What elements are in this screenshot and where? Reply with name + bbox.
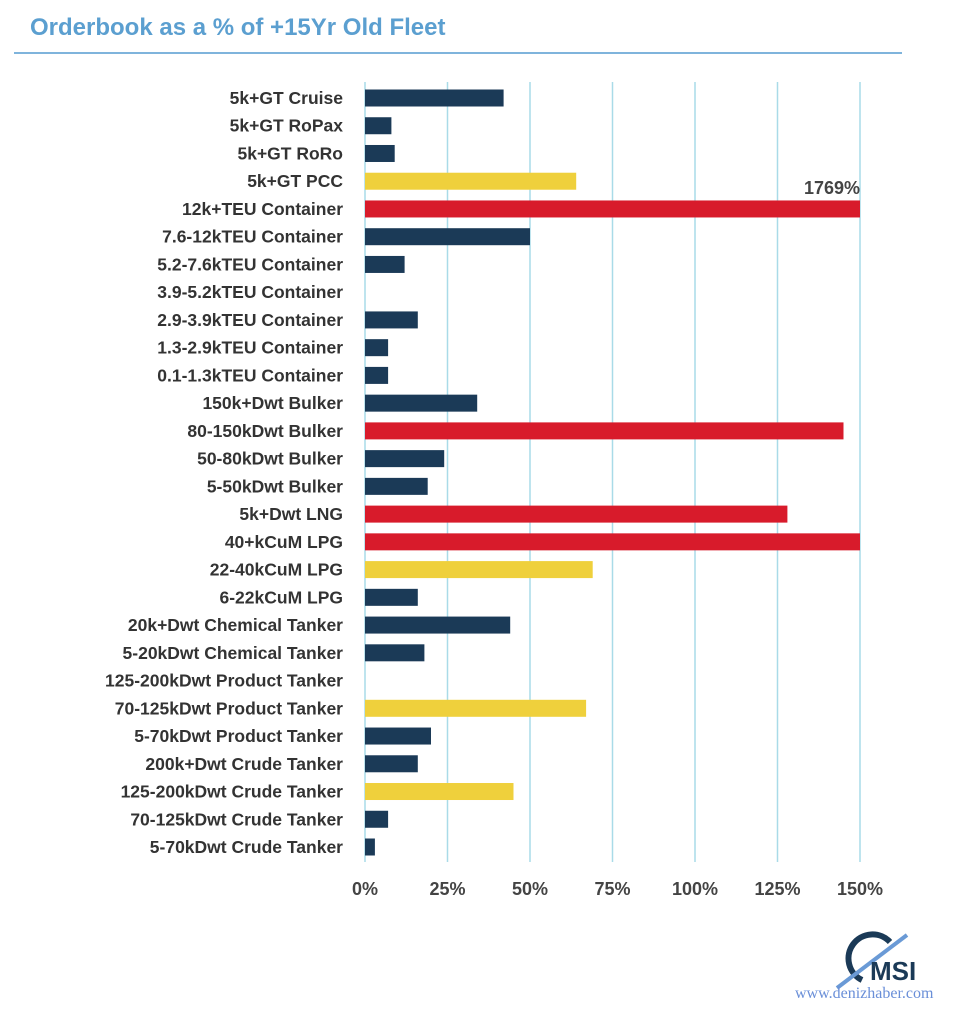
bar (365, 144, 395, 162)
bar (365, 422, 844, 440)
bar (365, 339, 389, 357)
category-label: 5k+GT Cruise (230, 88, 344, 108)
bar (365, 755, 418, 773)
category-label: 5k+GT RoPax (230, 116, 344, 136)
category-label: 125-200kDwt Crude Tanker (121, 782, 344, 802)
x-tick-label: 50% (512, 879, 548, 899)
x-tick-label: 125% (754, 879, 800, 899)
bar (365, 616, 511, 634)
category-label: 50-80kDwt Bulker (197, 449, 343, 469)
bar (365, 533, 860, 551)
data-label: 1769% (804, 178, 860, 198)
bar (365, 394, 478, 412)
x-tick-label: 75% (594, 879, 630, 899)
category-label: 12k+TEU Container (182, 199, 343, 219)
watermark: www.denizhaber.com (795, 985, 934, 1002)
bar (365, 200, 860, 218)
bar (365, 505, 788, 523)
category-label: 7.6-12kTEU Container (162, 227, 343, 247)
category-label: 0.1-1.3kTEU Container (157, 365, 343, 385)
bar (365, 561, 593, 579)
category-label: 2.9-3.9kTEU Container (157, 310, 343, 330)
msi-logo: MSI (835, 931, 916, 990)
bar (365, 366, 389, 384)
bar (365, 838, 375, 856)
bar (365, 255, 405, 273)
category-label: 200k+Dwt Crude Tanker (145, 754, 343, 774)
bar (365, 810, 389, 828)
x-tick-label: 0% (352, 879, 378, 899)
category-label: 40+kCuM LPG (225, 532, 343, 552)
chart-title: Orderbook as a % of +15Yr Old Fleet (30, 14, 446, 41)
bar (365, 699, 587, 717)
category-label: 3.9-5.2kTEU Container (157, 282, 343, 302)
category-label: 20k+Dwt Chemical Tanker (128, 615, 343, 635)
category-label: 70-125kDwt Product Tanker (115, 698, 343, 718)
svg-text:MSI: MSI (870, 956, 916, 986)
category-label: 125-200kDwt Product Tanker (105, 671, 343, 691)
bar (365, 644, 425, 662)
category-label: 5.2-7.6kTEU Container (157, 254, 343, 274)
bar (365, 117, 392, 135)
bar (365, 89, 504, 107)
title-underline (14, 52, 902, 54)
category-label: 6-22kCuM LPG (220, 587, 344, 607)
bar (365, 172, 577, 190)
category-label: 70-125kDwt Crude Tanker (130, 809, 343, 829)
category-label: 5k+GT PCC (247, 171, 343, 191)
bar (365, 311, 418, 329)
category-label: 5k+Dwt LNG (239, 504, 343, 524)
x-tick-label: 150% (837, 879, 883, 899)
category-label: 5k+GT RoRo (237, 143, 343, 163)
bar (365, 588, 418, 606)
bar (365, 228, 530, 246)
category-label: 5-70kDwt Crude Tanker (150, 837, 343, 857)
x-tick-label: 25% (429, 879, 465, 899)
bar (365, 477, 428, 495)
category-label: 80-150kDwt Bulker (187, 421, 343, 441)
category-label: 150k+Dwt Bulker (202, 393, 343, 413)
bar (365, 450, 445, 468)
category-label: 5-20kDwt Chemical Tanker (123, 643, 344, 663)
category-label: 5-50kDwt Bulker (207, 476, 343, 496)
category-label: 22-40kCuM LPG (210, 560, 343, 580)
category-label: 5-70kDwt Product Tanker (134, 726, 343, 746)
bar (365, 727, 431, 745)
x-tick-label: 100% (672, 879, 718, 899)
category-label: 1.3-2.9kTEU Container (157, 338, 343, 358)
bar (365, 783, 514, 801)
